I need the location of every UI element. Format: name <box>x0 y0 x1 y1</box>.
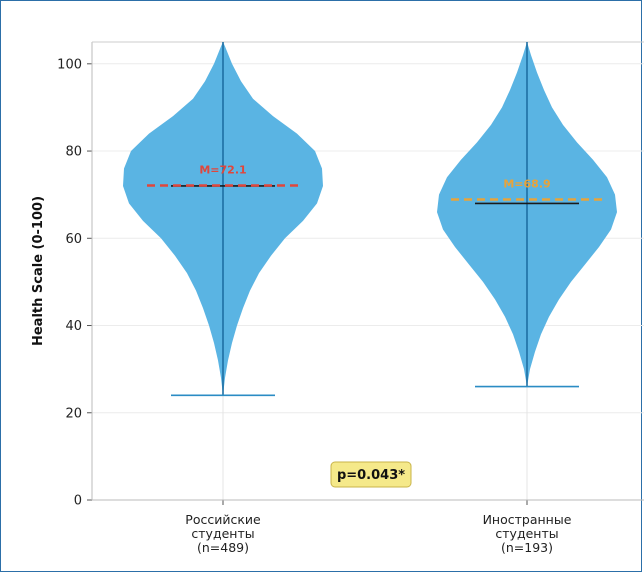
mean-label: M=68.9 <box>503 177 550 190</box>
mean-label: M=72.1 <box>199 164 246 177</box>
x-category-label: (n=489) <box>197 540 249 555</box>
p-value-box <box>330 461 412 488</box>
y-tick-label: 80 <box>65 145 82 160</box>
axis-layer <box>91 41 644 501</box>
x-category-label: студенты <box>191 526 254 541</box>
p-value-text: p=0.043* <box>337 468 405 483</box>
y-tick-label: 20 <box>65 406 82 421</box>
violin-layer <box>123 42 617 397</box>
y-axis-label: Health Scale (0-100) <box>31 196 46 346</box>
y-tick-label: 40 <box>65 319 82 334</box>
x-category-label: Российские <box>185 512 261 527</box>
p-value-badge: p=0.043* <box>330 461 412 488</box>
x-category-label: (n=193) <box>501 540 553 555</box>
label-layer: 020406080100M=72.1Российскиестуденты(n=4… <box>57 57 572 555</box>
y-tick-label: 0 <box>74 494 82 509</box>
y-tick-label: 60 <box>65 232 82 247</box>
x-category-label: Иностранные <box>483 512 572 527</box>
y-tick-label: 100 <box>57 57 82 72</box>
x-category-label: студенты <box>495 526 558 541</box>
